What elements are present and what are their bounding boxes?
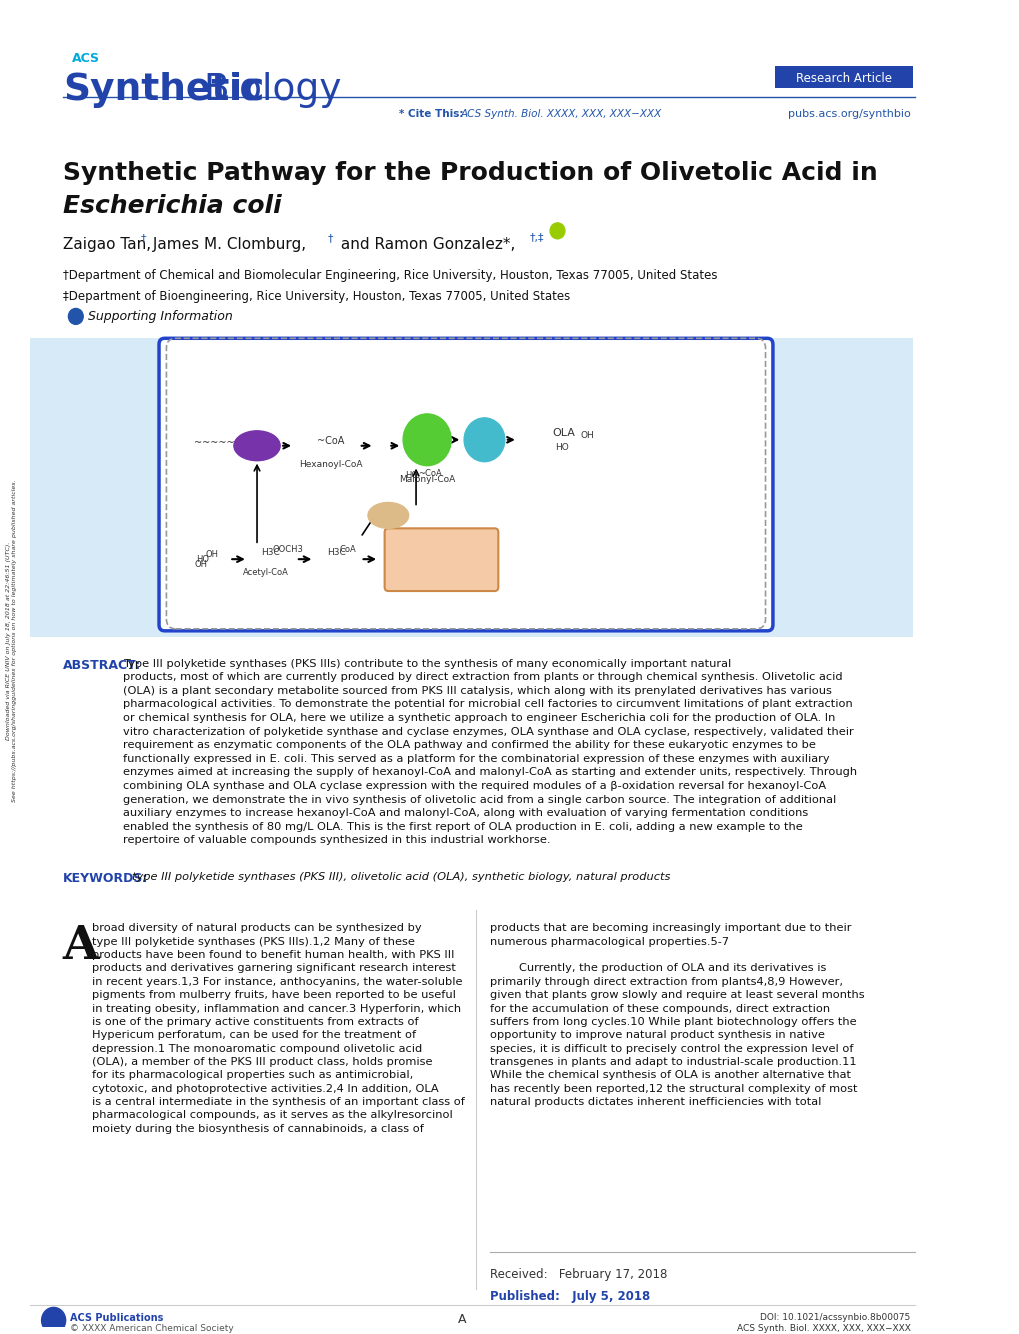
Text: Synthetic Pathway for the Production of Olivetolic Acid in: Synthetic Pathway for the Production of … (63, 161, 876, 185)
Text: products that are becoming increasingly important due to their
numerous pharmaco: products that are becoming increasingly … (489, 923, 864, 1107)
Text: Acetyl-CoA: Acetyl-CoA (244, 568, 289, 578)
Ellipse shape (368, 503, 409, 528)
Text: pubs.acs.org/synthbio: pubs.acs.org/synthbio (787, 109, 910, 120)
Text: OOCH3: OOCH3 (272, 546, 304, 554)
Text: and Ramon Gonzalez*,: and Ramon Gonzalez*, (335, 237, 515, 252)
Text: ‡Department of Bioengineering, Rice University, Houston, Texas 77005, United Sta: ‡Department of Bioengineering, Rice Univ… (63, 289, 570, 303)
FancyBboxPatch shape (30, 339, 913, 636)
Text: ACC: ACC (376, 507, 399, 518)
Text: †Department of Chemical and Biomolecular Engineering, Rice University, Houston, : †Department of Chemical and Biomolecular… (63, 268, 716, 281)
Text: ACS Synth. Biol. XXXX, XXX, XXX−XXX: ACS Synth. Biol. XXXX, XXX, XXX−XXX (736, 1325, 910, 1333)
Text: Synthetic: Synthetic (63, 72, 264, 108)
Text: Biology: Biology (203, 72, 341, 108)
Text: Research Article: Research Article (796, 72, 892, 84)
Text: ACS: ACS (72, 52, 100, 65)
Text: ~CoA: ~CoA (418, 468, 441, 478)
Text: OH: OH (205, 550, 218, 559)
Text: OLS: OLS (413, 431, 440, 443)
Text: ACS: ACS (47, 1315, 60, 1319)
Text: CoA: CoA (339, 546, 356, 554)
Circle shape (68, 308, 84, 324)
Text: Downloaded via RICE UNIV on July 18, 2018 at 22:46:51 (UTC).
See https://pubs.ac: Downloaded via RICE UNIV on July 18, 201… (6, 479, 16, 802)
Text: †: † (141, 233, 146, 243)
Text: iD: iD (552, 223, 561, 232)
Text: OAC: OAC (471, 432, 497, 442)
Text: Reversal of beta-: Reversal of beta- (401, 559, 479, 568)
Text: ABSTRACT:: ABSTRACT: (63, 659, 141, 672)
Circle shape (464, 418, 504, 462)
Circle shape (549, 223, 565, 239)
Text: A: A (458, 1314, 466, 1326)
Text: HO: HO (554, 443, 568, 452)
Text: * Cite This:: * Cite This: (399, 109, 464, 120)
Text: © XXXX American Chemical Society: © XXXX American Chemical Society (70, 1325, 233, 1333)
FancyBboxPatch shape (384, 528, 498, 591)
Text: Hexanoyl-CoA: Hexanoyl-CoA (299, 460, 363, 468)
Text: Received:   February 17, 2018: Received: February 17, 2018 (489, 1267, 666, 1281)
Text: DOI: 10.1021/acssynbio.8b00075: DOI: 10.1021/acssynbio.8b00075 (760, 1314, 910, 1322)
Text: ~CoA: ~CoA (317, 436, 344, 446)
Circle shape (42, 1307, 65, 1333)
Text: Zaigao Tan,: Zaigao Tan, (63, 237, 151, 252)
Text: HO: HO (196, 555, 209, 564)
Text: broad diversity of natural products can be synthesized by
type III polyketide sy: broad diversity of natural products can … (93, 923, 465, 1134)
Text: James M. Clomburg,: James M. Clomburg, (148, 237, 306, 252)
Text: H3C: H3C (261, 548, 279, 558)
Text: KEYWORDS:: KEYWORDS: (63, 871, 148, 884)
FancyBboxPatch shape (774, 65, 913, 88)
Text: FadD: FadD (242, 438, 272, 448)
Text: Published:   July 5, 2018: Published: July 5, 2018 (489, 1290, 650, 1302)
FancyBboxPatch shape (159, 339, 772, 631)
Text: A: A (63, 923, 100, 970)
Circle shape (403, 414, 450, 466)
Text: S: S (72, 308, 79, 319)
Text: ACS Synth. Biol. XXXX, XXX, XXX−XXX: ACS Synth. Biol. XXXX, XXX, XXX−XXX (460, 109, 661, 120)
Text: ACS Publications: ACS Publications (70, 1314, 163, 1323)
Text: type III polyketide synthases (PKS III), olivetolic acid (OLA), synthetic biolog: type III polyketide synthases (PKS III),… (132, 871, 669, 882)
Text: Supporting Information: Supporting Information (88, 311, 232, 323)
Text: OH: OH (580, 431, 594, 440)
Text: Type III polyketide synthases (PKS IIIs) contribute to the synthesis of many eco: Type III polyketide synthases (PKS IIIs)… (123, 659, 856, 846)
Ellipse shape (233, 431, 280, 460)
Text: ~~~~~OH: ~~~~~OH (194, 438, 250, 448)
Text: (r-BOX): (r-BOX) (425, 579, 457, 588)
Text: †: † (328, 233, 333, 243)
Text: OLA: OLA (552, 428, 575, 438)
Text: Malonyl-CoA: Malonyl-CoA (398, 475, 454, 484)
Text: oxidation: oxidation (420, 570, 462, 578)
Text: OH: OH (194, 560, 207, 570)
Text: †,‡: †,‡ (529, 233, 544, 243)
Text: Escherichia coli: Escherichia coli (63, 193, 281, 217)
Text: H3C: H3C (327, 548, 345, 558)
Text: HO: HO (405, 471, 418, 480)
